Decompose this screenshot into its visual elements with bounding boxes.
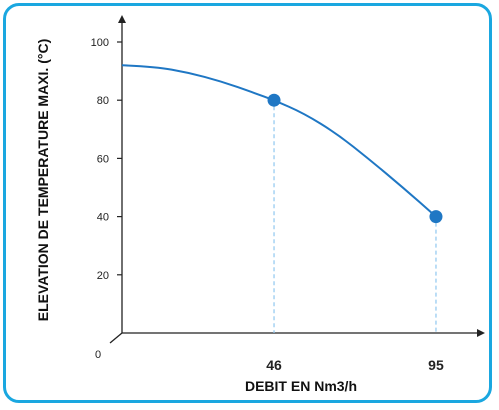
x-axis-title: DEBIT EN Nm3/h [245, 378, 357, 394]
x-tick-label: 95 [428, 357, 444, 373]
data-point-marker [267, 93, 281, 107]
origin-label: 0 [95, 349, 101, 361]
y-tick-label: 100 [91, 37, 109, 49]
origin-tail [109, 332, 123, 344]
y-tick-label: 60 [97, 153, 109, 165]
y-tick-label: 80 [97, 95, 109, 107]
y-tick-label: 40 [97, 212, 109, 224]
y-axis-arrow [118, 15, 126, 23]
data-point-marker [429, 210, 443, 224]
y-axis-title: ELEVATION DE TEMPERATURE MAXI. (°C) [35, 39, 51, 322]
y-tick-label: 20 [97, 270, 109, 282]
x-axis-arrow [477, 329, 485, 337]
chart-frame [3, 3, 492, 403]
series-line [121, 64, 437, 218]
x-tick-label: 46 [266, 357, 282, 373]
